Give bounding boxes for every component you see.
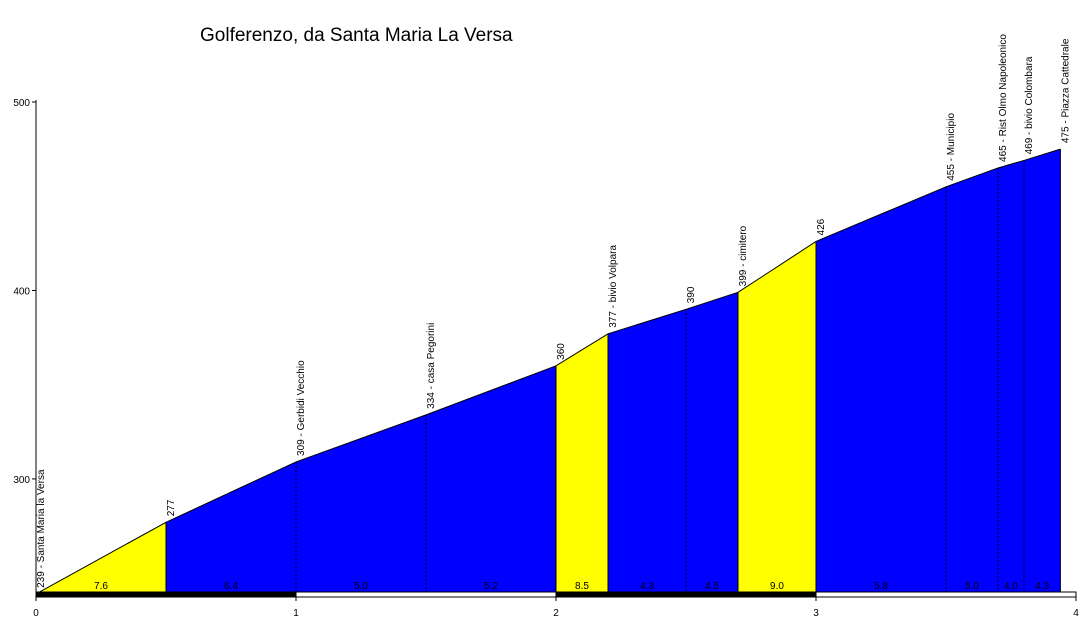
waypoint-label-3: 334 - casa Pegorini [426, 323, 437, 409]
waypoint-label-12: 475 - Piazza Cattedrale [1060, 38, 1071, 143]
x-tick-label-3: 3 [813, 608, 819, 619]
x-ticks: 0 1 2 3 4 [33, 597, 1079, 619]
profile-segment-11 [1024, 149, 1060, 592]
y-tick-label-2: 500 [13, 98, 30, 109]
chart-title: Golferenzo, da Santa Maria La Versa [200, 25, 513, 46]
profile-segment-5 [608, 309, 686, 592]
gradient-label-10: 4.0 [1004, 581, 1018, 592]
km-scale-bar [36, 592, 1076, 597]
gradient-label-8: 5.8 [874, 581, 888, 592]
waypoint-label-6: 390 [686, 286, 697, 303]
y-tick-label-1: 400 [13, 286, 30, 297]
waypoint-label-1: 277 [166, 499, 177, 516]
waypoint-label-7: 399 - cimitero [738, 225, 749, 286]
x-tick-label-2: 2 [553, 608, 559, 619]
profile-segment-1 [166, 462, 296, 592]
gradient-label-2: 5.0 [354, 581, 368, 592]
profile-segment-4 [556, 334, 608, 592]
x-tick-label-4: 4 [1073, 608, 1079, 619]
profile-segment-8 [816, 187, 946, 592]
waypoint-label-8: 426 [816, 218, 827, 235]
gradient-label-3: 5.2 [484, 581, 498, 592]
gradient-label-9: 5.0 [965, 581, 979, 592]
gradient-label-1: 6.4 [224, 581, 238, 592]
y-tick-label-0: 300 [13, 475, 30, 486]
profile-segment-2 [296, 415, 426, 592]
profile-segment-9 [946, 168, 998, 592]
gradient-label-0: 7.6 [94, 581, 108, 592]
waypoint-label-5: 377 - bivio Volpara [608, 245, 619, 328]
profile-segment-3 [426, 366, 556, 592]
gradient-label-11: 4.3 [1035, 581, 1049, 592]
waypoint-label-2: 309 - Gerbidi Vecchio [296, 360, 307, 456]
profile-segment-7 [738, 241, 816, 592]
waypoint-label-0: 239 - Santa Maria la Versa [36, 469, 47, 588]
y-ticks: 300 400 500 [13, 98, 36, 486]
scale-bar-km-0 [36, 592, 296, 597]
waypoint-label-11: 469 - bivio Colombara [1024, 56, 1035, 154]
waypoint-label-10: 465 - Rist Olmo Napoleonico [998, 34, 1009, 162]
gradient-label-5: 4.3 [640, 581, 654, 592]
gradient-label-7: 9.0 [770, 581, 784, 592]
waypoint-label-9: 455 - Municipio [946, 113, 957, 181]
gradient-label-4: 8.5 [575, 581, 589, 592]
profile-segment-10 [998, 160, 1024, 592]
scale-bar-km-3 [816, 592, 1076, 597]
profile-segment-6 [686, 292, 738, 592]
x-tick-label-0: 0 [33, 608, 39, 619]
scale-bar-km-1 [296, 592, 556, 597]
waypoint-label-4: 360 [556, 343, 567, 360]
scale-bar-km-2 [556, 592, 816, 597]
x-tick-label-1: 1 [293, 608, 299, 619]
profile-areas [36, 149, 1060, 594]
gradient-label-6: 4.5 [705, 581, 719, 592]
